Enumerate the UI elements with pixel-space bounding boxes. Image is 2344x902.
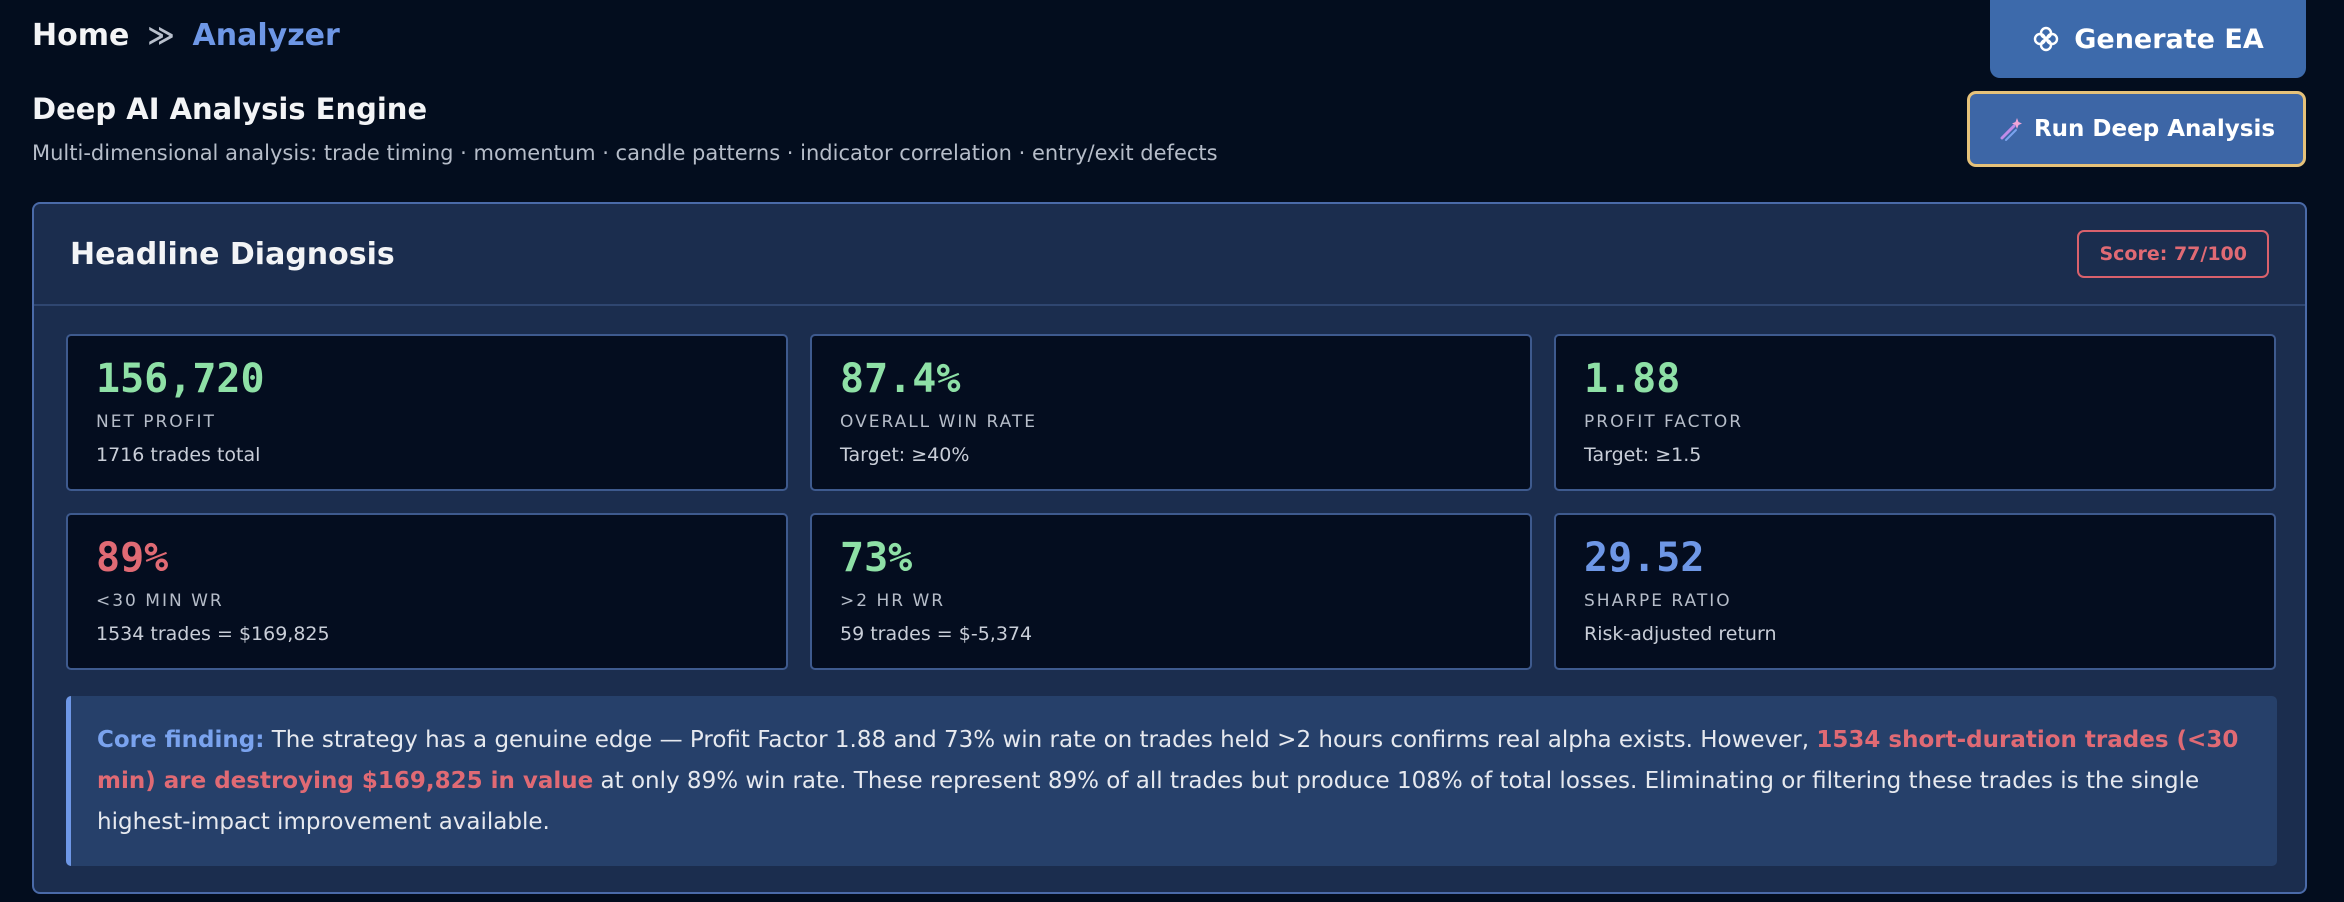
generate-ea-button[interactable]: Generate EA (1990, 0, 2306, 78)
metrics-grid: 156,720 NET PROFIT 1716 trades total 87.… (66, 334, 2277, 670)
metric-value: 1.88 (1584, 356, 1681, 402)
metric-card-net-profit: 156,720 NET PROFIT 1716 trades total (66, 334, 788, 491)
core-finding-text-end: at only 89% win rate. These represent 89… (97, 768, 2200, 835)
metric-value: 87.4% (840, 356, 961, 402)
sparkle-icon (1998, 116, 2024, 142)
metric-note: 59 trades = $-5,374 (840, 623, 1033, 645)
breadcrumb-home-link[interactable]: Home (32, 18, 130, 53)
core-finding-alert: 1534 short-duration trades (<30 min) are… (97, 727, 2239, 794)
metric-value: 73% (840, 535, 913, 581)
headline-diagnosis-panel: Headline Diagnosis Score: 77/100 156,720… (32, 202, 2307, 894)
breadcrumb: Home ≫ Analyzer (32, 18, 340, 53)
metric-card-short-wr: 89% <30 MIN WR 1534 trades = $169,825 (66, 513, 788, 670)
core-finding-lead: Core finding: (97, 727, 265, 753)
metric-card-sharpe: 29.52 SHARPE RATIO Risk-adjusted return (1554, 513, 2276, 670)
panel-header: Headline Diagnosis Score: 77/100 (34, 204, 2305, 306)
generate-ea-label: Generate EA (2074, 23, 2264, 55)
core-finding-callout: Core finding: The strategy has a genuine… (66, 696, 2277, 866)
core-finding-text: The strategy has a genuine edge — Profit… (264, 727, 1817, 753)
metric-value: 89% (96, 535, 169, 581)
metric-card-win-rate: 87.4% OVERALL WIN RATE Target: ≥40% (810, 334, 1532, 491)
run-deep-analysis-label: Run Deep Analysis (2033, 116, 2276, 142)
page-title: Deep AI Analysis Engine (32, 92, 428, 126)
flower-icon (2032, 25, 2060, 53)
metric-card-profit-factor: 1.88 PROFIT FACTOR Target: ≥1.5 (1554, 334, 2276, 491)
metric-value: 29.52 (1584, 535, 1705, 581)
breadcrumb-current: Analyzer (192, 18, 340, 53)
page-subtitle: Multi-dimensional analysis: trade timing… (32, 141, 1218, 165)
metric-note: Risk-adjusted return (1584, 623, 1777, 645)
run-deep-analysis-button[interactable]: Run Deep Analysis (1967, 91, 2306, 167)
metric-label: SHARPE RATIO (1584, 591, 1732, 611)
metric-card-long-wr: 73% >2 HR WR 59 trades = $-5,374 (810, 513, 1532, 670)
metric-note: Target: ≥40% (840, 444, 970, 466)
breadcrumb-separator: ≫ (147, 20, 175, 51)
metric-label: PROFIT FACTOR (1584, 412, 1744, 432)
metric-note: 1534 trades = $169,825 (96, 623, 330, 645)
metric-label: <30 MIN WR (96, 591, 224, 611)
metric-note: 1716 trades total (96, 444, 261, 466)
panel-title: Headline Diagnosis (70, 236, 395, 272)
metric-note: Target: ≥1.5 (1584, 444, 1702, 466)
metric-value: 156,720 (96, 356, 265, 402)
metric-label: >2 HR WR (840, 591, 946, 611)
score-badge: Score: 77/100 (2077, 230, 2269, 278)
metric-label: NET PROFIT (96, 412, 216, 432)
metric-label: OVERALL WIN RATE (840, 412, 1038, 432)
